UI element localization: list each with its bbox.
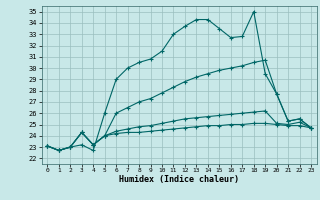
X-axis label: Humidex (Indice chaleur): Humidex (Indice chaleur): [119, 175, 239, 184]
